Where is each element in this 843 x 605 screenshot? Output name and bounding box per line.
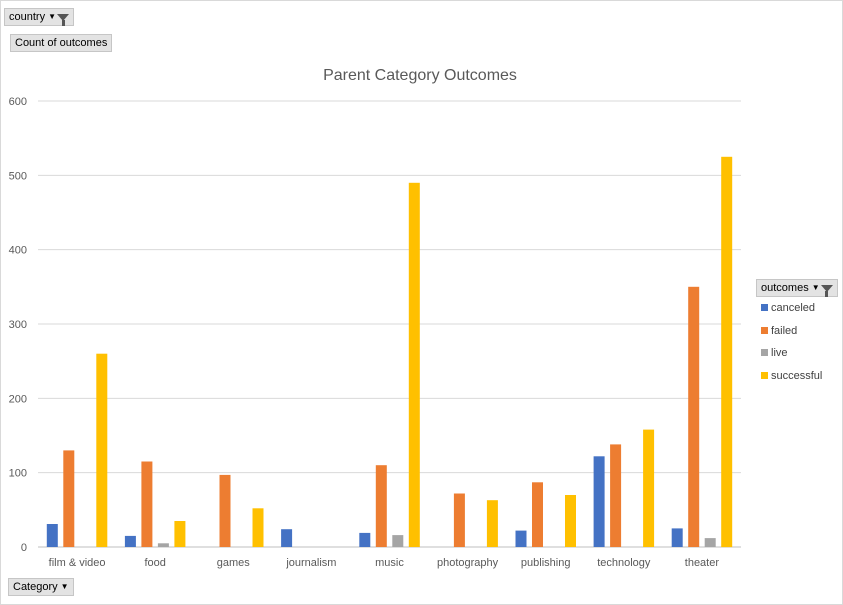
dropdown-arrow-icon: ▼ xyxy=(48,12,56,22)
bar-failed xyxy=(375,465,387,547)
x-tick-label: publishing xyxy=(521,557,571,569)
x-tick-label: food xyxy=(144,557,165,569)
y-tick-label: 500 xyxy=(9,170,27,182)
country-filter-label: country xyxy=(9,11,46,23)
legend-label: failed xyxy=(771,324,798,337)
legend-swatch xyxy=(761,371,768,379)
bar-canceled xyxy=(671,528,683,547)
axis-field-label: Category xyxy=(13,581,58,593)
value-field-button[interactable]: Count of outcomes xyxy=(10,34,113,52)
x-tick-label: photography xyxy=(437,557,499,569)
filter-icon xyxy=(57,13,69,26)
bar-successful xyxy=(252,508,264,547)
bar-failed xyxy=(688,286,700,547)
bar-canceled xyxy=(593,456,605,547)
x-tick-label: theater xyxy=(685,557,720,569)
bar-successful xyxy=(96,353,108,547)
axis-field-button[interactable]: Category ▼ xyxy=(8,578,74,596)
legend-swatch xyxy=(761,326,768,334)
bar-canceled xyxy=(46,524,58,547)
y-tick-label: 600 xyxy=(9,96,27,108)
bar-live xyxy=(157,543,169,547)
bar-canceled xyxy=(359,532,371,547)
legend-swatch xyxy=(761,349,768,356)
x-tick-label: film & video xyxy=(49,557,106,569)
y-tick-label: 400 xyxy=(9,245,27,257)
bar-successful xyxy=(721,156,733,548)
bar-failed xyxy=(63,450,75,547)
bar-canceled xyxy=(281,529,293,547)
legend-field-label: outcomes xyxy=(761,282,809,294)
bar-successful xyxy=(408,182,420,548)
legend-field-button[interactable]: outcomes ▼ xyxy=(756,279,838,297)
country-filter-button[interactable]: country ▼ xyxy=(4,8,74,26)
legend-label: successful xyxy=(771,369,823,382)
filter-icon xyxy=(820,284,833,297)
bar-failed xyxy=(453,493,465,547)
legend-label: live xyxy=(771,347,788,359)
y-tick-label: 0 xyxy=(21,542,27,554)
bar-canceled xyxy=(515,530,527,547)
legend-swatch xyxy=(761,304,768,311)
x-tick-label: games xyxy=(217,557,251,569)
bar-failed xyxy=(219,474,231,547)
y-tick-label: 100 xyxy=(9,468,27,480)
bar-successful xyxy=(565,495,576,547)
bar-failed xyxy=(532,482,543,547)
bar-failed xyxy=(610,444,622,547)
value-field-label: Count of outcomes xyxy=(15,37,108,49)
chart-title: Parent Category Outcomes xyxy=(323,67,517,84)
bar-live xyxy=(704,538,716,547)
y-tick-label: 200 xyxy=(9,393,27,405)
dropdown-arrow-icon: ▼ xyxy=(60,582,69,592)
bar-successful xyxy=(643,429,655,547)
dropdown-arrow-icon: ▼ xyxy=(811,283,820,293)
legend-label: canceled xyxy=(771,302,816,314)
bar-successful xyxy=(486,500,498,547)
bar-canceled xyxy=(124,535,136,547)
y-tick-label: 300 xyxy=(9,319,27,331)
bar-failed xyxy=(141,461,153,547)
x-tick-label: technology xyxy=(597,557,651,569)
bar-live xyxy=(392,535,404,547)
bar-successful xyxy=(174,521,186,547)
x-tick-label: journalism xyxy=(285,557,336,569)
x-tick-label: music xyxy=(375,557,404,569)
